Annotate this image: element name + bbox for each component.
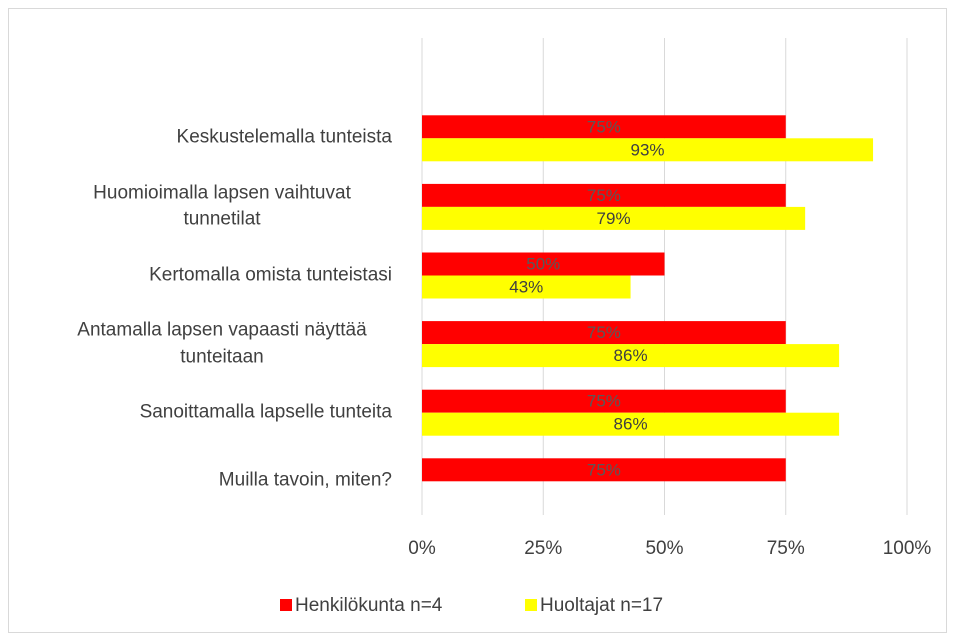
bar	[422, 206, 806, 230]
x-tick-label: 0%	[408, 538, 436, 559]
bar	[422, 458, 786, 482]
category-text: Kertomalla omista tunteistasi	[149, 264, 392, 286]
chart-border	[8, 8, 947, 633]
category-label: Kertomalla omista tunteistasi	[32, 262, 392, 289]
bar	[422, 183, 786, 207]
x-tick-label: 75%	[767, 538, 805, 559]
bar	[422, 115, 786, 139]
legend-label: Huoltajat n=17	[540, 595, 663, 616]
value-label: 79%	[597, 209, 631, 228]
category-label: Keskustelemalla tunteista	[32, 125, 392, 152]
legend-swatch	[525, 599, 537, 611]
bar	[422, 344, 840, 368]
category-text: Huomioimalla lapsen vaihtuvat tunnetilat	[93, 182, 351, 230]
category-text: Keskustelemalla tunteista	[176, 127, 392, 148]
value-label: 86%	[614, 415, 648, 434]
value-label: 75%	[587, 186, 621, 205]
bar	[422, 252, 665, 276]
category-text: Antamalla lapsen vapaasti näyttää tuntei…	[77, 319, 367, 368]
bar	[422, 275, 631, 299]
x-tick-label: 50%	[645, 538, 683, 559]
bar	[422, 321, 786, 345]
value-label: 75%	[587, 323, 621, 342]
value-label: 86%	[614, 346, 648, 365]
value-label: 75%	[587, 392, 621, 411]
category-text: Sanoittamalla lapselle tunteita	[139, 401, 392, 423]
bar	[422, 138, 874, 162]
x-tick-label: 100%	[883, 538, 932, 559]
x-tick-label: 25%	[524, 538, 562, 559]
legend-swatch	[280, 599, 292, 611]
value-label: 43%	[509, 277, 543, 296]
value-label: 50%	[526, 254, 560, 273]
legend-label: Henkilökunta n=4	[295, 595, 443, 616]
bar	[422, 412, 840, 436]
category-label: Sanoittamalla lapselle tunteita	[32, 399, 392, 426]
category-label: Antamalla lapsen vapaasti näyttää tuntei…	[32, 318, 392, 371]
category-label: Muilla tavoin, miten?	[32, 468, 392, 495]
category-text: Muilla tavoin, miten?	[218, 470, 392, 491]
value-label: 93%	[631, 140, 665, 159]
value-label: 75%	[587, 117, 621, 136]
value-label: 75%	[587, 460, 621, 479]
bar	[422, 389, 786, 413]
category-label: Huomioimalla lapsen vaihtuvat tunnetilat	[32, 180, 392, 233]
